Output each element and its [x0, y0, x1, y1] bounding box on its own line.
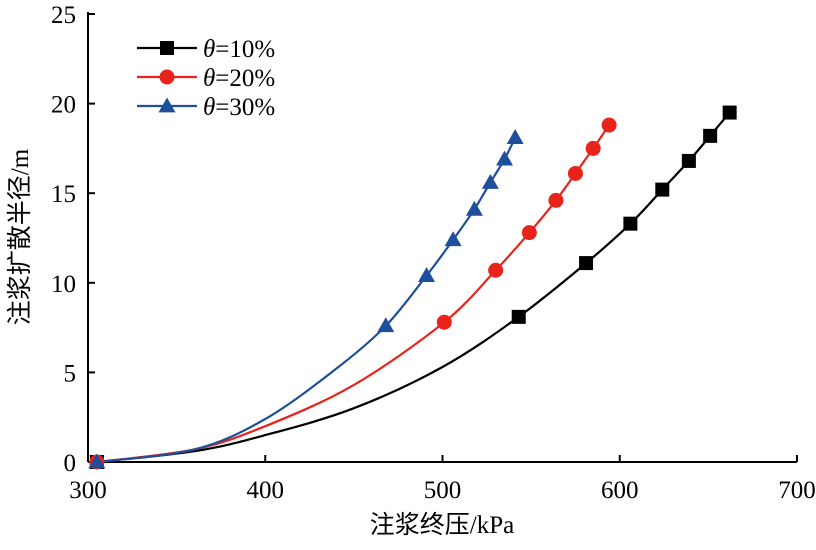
y-axis-label: 注浆扩散半径/m — [6, 148, 34, 325]
y-tick-label: 25 — [51, 2, 76, 29]
legend-symbol: θ — [203, 94, 215, 121]
data-point-series-1 — [511, 309, 526, 324]
data-point-series-3 — [465, 200, 483, 216]
series-line-3 — [96, 137, 517, 464]
legend-value: =10% — [215, 36, 275, 63]
data-point-series-3 — [377, 317, 395, 333]
series — [88, 105, 737, 470]
legend-marker-2 — [159, 69, 175, 85]
y-tick-label: 15 — [51, 181, 76, 208]
data-point-series-2 — [436, 314, 452, 330]
legend-label-1: θ=10% — [203, 36, 275, 63]
data-point-series-3 — [88, 453, 106, 469]
axes — [87, 12, 797, 463]
legend-marker-1 — [160, 41, 174, 55]
x-tick-label: 300 — [69, 477, 107, 504]
y-tick-label: 0 — [64, 450, 77, 477]
data-point-series-2 — [585, 140, 601, 156]
series-line-2 — [96, 124, 611, 464]
data-point-series-3 — [418, 267, 436, 283]
x-tick-label: 700 — [778, 477, 816, 504]
y-tick-label: 5 — [64, 360, 77, 387]
legend-value: =30% — [215, 94, 275, 121]
data-point-series-1 — [681, 153, 696, 168]
y-tick-label: 20 — [51, 92, 76, 119]
data-point-series-1 — [703, 128, 718, 143]
data-point-series-3 — [481, 173, 499, 189]
data-point-series-1 — [623, 216, 638, 231]
legend-symbol: θ — [203, 36, 215, 63]
data-point-series-2 — [548, 192, 564, 208]
data-point-series-2 — [601, 117, 617, 133]
legend-label-3: θ=30% — [203, 94, 275, 121]
y-tick-label: 10 — [51, 271, 76, 298]
data-point-series-3 — [496, 150, 514, 166]
legend-marker-3 — [158, 97, 176, 113]
data-point-series-3 — [444, 231, 462, 247]
legend-label-2: θ=20% — [203, 65, 275, 92]
legend-value: =20% — [215, 65, 275, 92]
data-point-series-2 — [567, 165, 583, 181]
legend-symbol: θ — [203, 65, 215, 92]
x-tick-label: 600 — [601, 477, 639, 504]
legend: θ=10%θ=20%θ=30% — [137, 36, 275, 121]
data-point-series-2 — [521, 225, 537, 241]
data-point-series-3 — [506, 129, 524, 145]
data-point-series-1 — [579, 256, 594, 271]
x-axis-label: 注浆终压/kPa — [370, 511, 514, 539]
data-point-series-1 — [655, 182, 670, 197]
data-point-series-1 — [722, 105, 737, 120]
x-tick-label: 400 — [247, 477, 285, 504]
data-point-series-2 — [488, 262, 504, 278]
series-line-1 — [96, 111, 731, 464]
x-tick-label: 500 — [424, 477, 462, 504]
